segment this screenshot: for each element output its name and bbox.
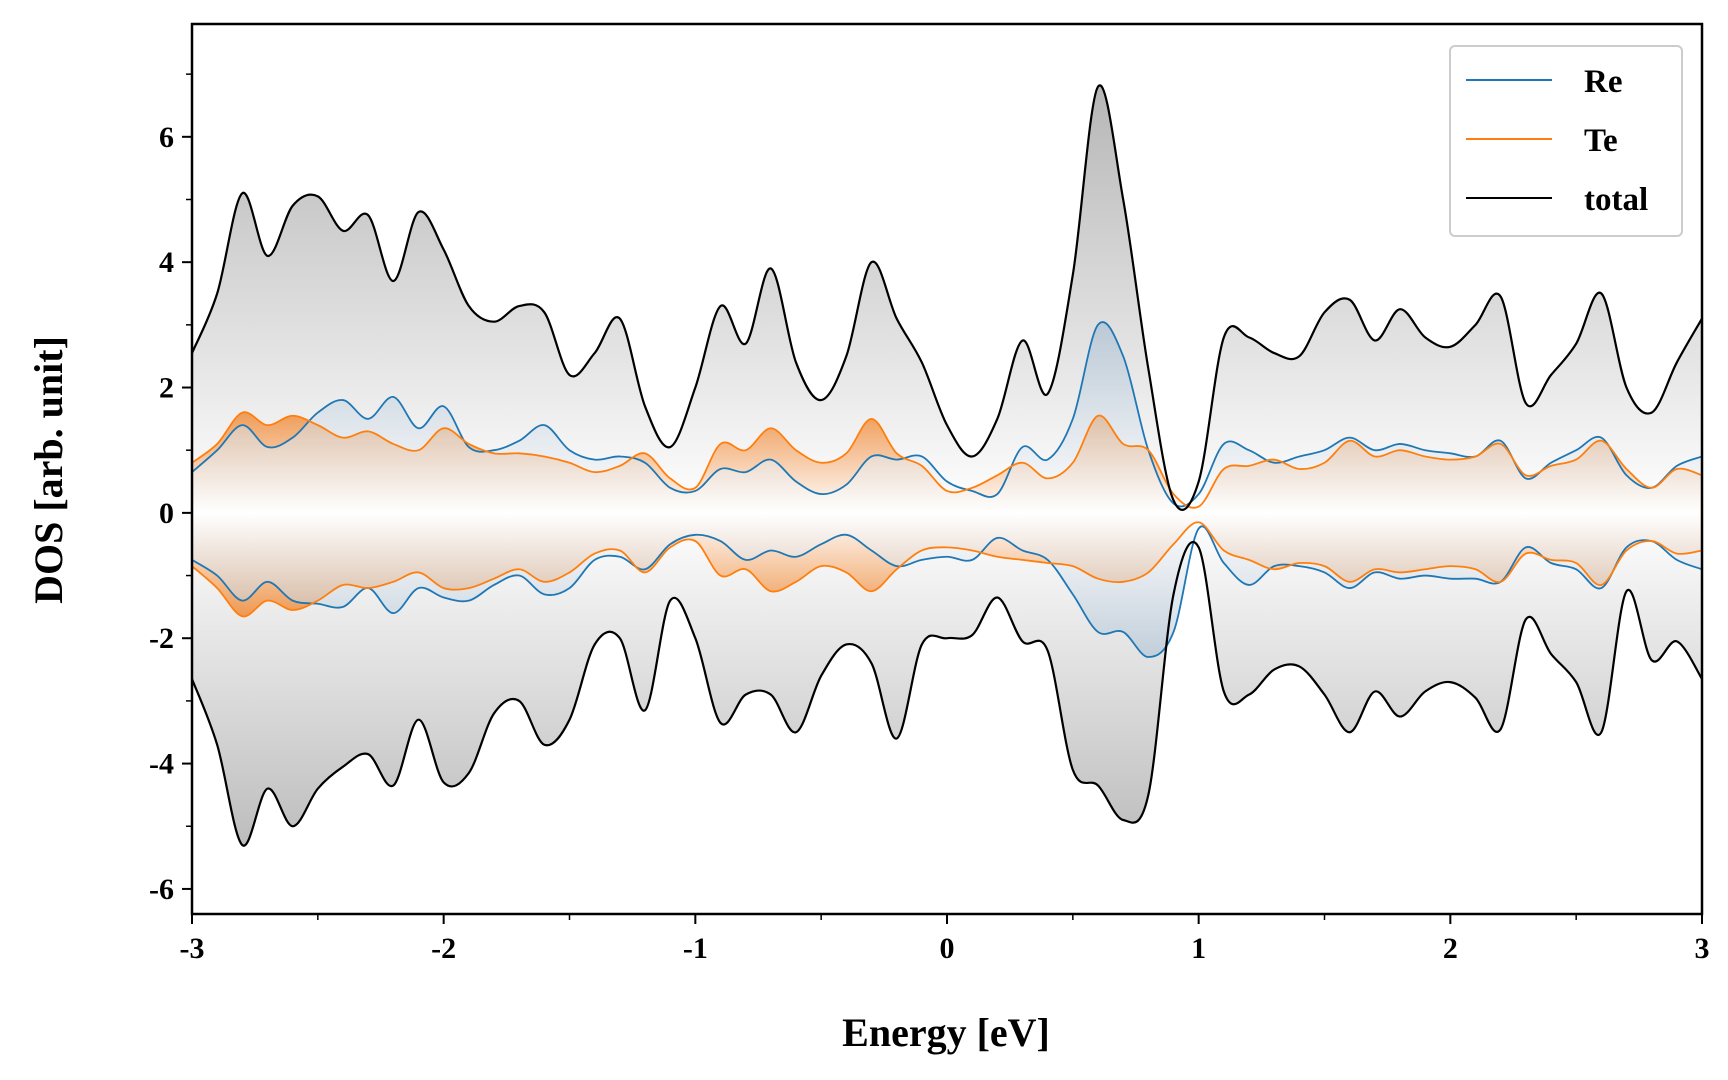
- y-tick-label: 6: [159, 121, 174, 154]
- fill-total-up: [192, 85, 1702, 513]
- y-tick-label: 0: [159, 497, 174, 530]
- legend-label-re: Re: [1584, 64, 1622, 100]
- y-tick-label: -4: [149, 748, 174, 781]
- fill-re-up: [192, 322, 1702, 513]
- legend-label-te: Te: [1584, 123, 1618, 159]
- x-tick-label: 3: [1695, 932, 1710, 965]
- y-tick-label: -6: [149, 873, 174, 906]
- x-tick-label: -3: [180, 932, 205, 965]
- series-line-total-up: [192, 84, 1702, 511]
- x-tick-label: -2: [431, 932, 456, 965]
- x-tick-label: 1: [1191, 932, 1206, 965]
- series-line-re-up: [192, 321, 1702, 508]
- legend-frame: [1449, 45, 1683, 237]
- series-line-te-up: [192, 411, 1702, 509]
- fill-total-down: [192, 512, 1702, 846]
- series-line-te-down: [192, 521, 1702, 618]
- fill-re-down: [192, 512, 1702, 658]
- series-line-total-down: [192, 540, 1702, 847]
- y-tick-label: 4: [159, 246, 174, 279]
- legend: Re Te total: [1449, 45, 1683, 237]
- y-tick-label: 2: [159, 372, 174, 405]
- x-axis-label: Energy [eV]: [842, 1010, 1050, 1055]
- legend-label-total: total: [1584, 182, 1648, 218]
- y-tick-label: -2: [149, 622, 174, 655]
- x-tick-label: 0: [940, 932, 955, 965]
- y-axis-label: DOS [arb. unit]: [26, 336, 71, 604]
- series-line-re-down: [192, 525, 1702, 658]
- x-tick-label: 2: [1443, 932, 1458, 965]
- x-tick-label: -1: [683, 932, 708, 965]
